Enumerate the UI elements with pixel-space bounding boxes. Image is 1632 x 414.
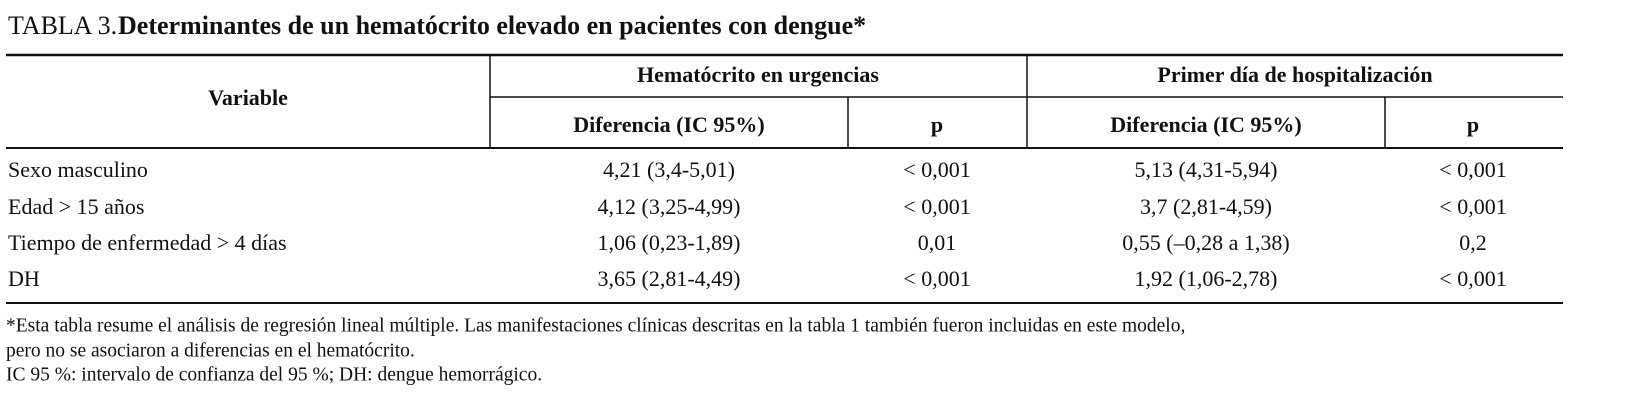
table-cell: 0,2	[1459, 230, 1487, 255]
group-header: Primer día de hospitalización	[1157, 62, 1432, 87]
table-cell: 1,92 (1,06-2,78)	[1135, 266, 1278, 291]
table-title: Determinantes de un hematócrito elevado …	[118, 11, 866, 40]
row-label: Edad > 15 años	[8, 194, 144, 219]
table-cell: 3,65 (2,81-4,49)	[598, 266, 741, 291]
table-cell: < 0,001	[903, 266, 970, 291]
column-header: p	[931, 112, 943, 137]
footnote: *Esta tabla resume el análisis de regres…	[6, 315, 1185, 336]
table-cell: 0,55 (–0,28 a 1,38)	[1122, 230, 1289, 255]
table-cell: < 0,001	[1439, 266, 1506, 291]
table-cell: 3,7 (2,81-4,59)	[1140, 194, 1272, 219]
table-cell: 4,12 (3,25-4,99)	[598, 194, 741, 219]
row-label: Sexo masculino	[8, 157, 148, 182]
table-cell: < 0,001	[903, 194, 970, 219]
table-cell: 1,06 (0,23-1,89)	[598, 230, 741, 255]
footnote: IC 95 %: intervalo de confianza del 95 %…	[6, 364, 542, 385]
group-header: Hematócrito en urgencias	[637, 62, 879, 87]
table-cell: 5,13 (4,31-5,94)	[1135, 157, 1278, 182]
table-cell: < 0,001	[903, 157, 970, 182]
row-label: DH	[8, 266, 40, 291]
column-header: Diferencia (IC 95%)	[1110, 112, 1301, 137]
table-label: TABLA 3.	[8, 11, 117, 40]
table-cell: < 0,001	[1439, 157, 1506, 182]
footnote: pero no se asociaron a diferencias en el…	[6, 340, 415, 361]
column-header: Variable	[208, 85, 288, 110]
row-label: Tiempo de enfermedad > 4 días	[8, 230, 287, 255]
column-header: Diferencia (IC 95%)	[573, 112, 764, 137]
table-cell: < 0,001	[1439, 194, 1506, 219]
column-header: p	[1467, 112, 1479, 137]
table-cell: 4,21 (3,4-5,01)	[603, 157, 735, 182]
table-cell: 0,01	[918, 230, 957, 255]
